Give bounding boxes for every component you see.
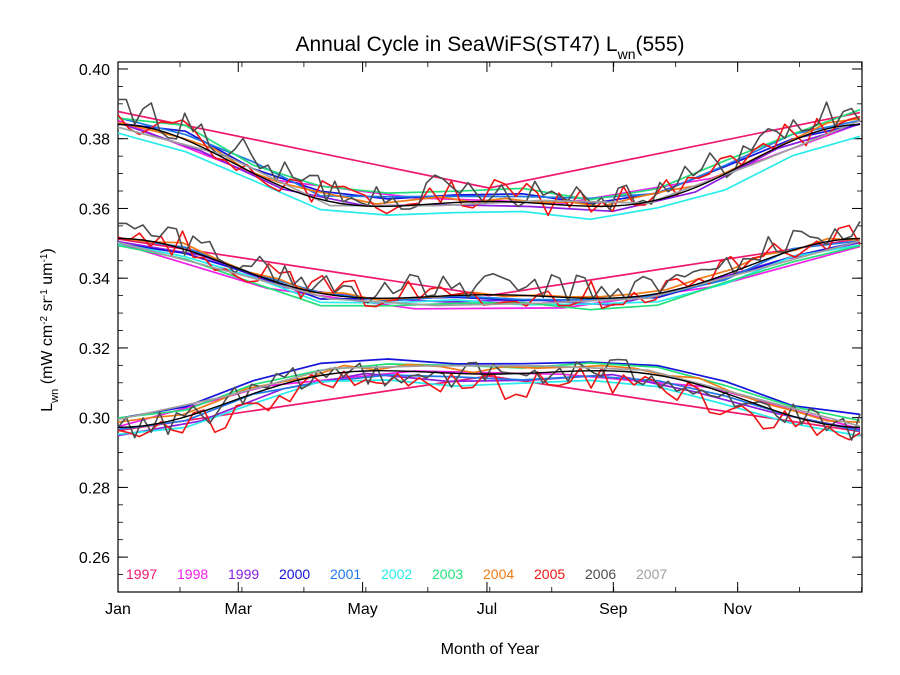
chart-title: Annual Cycle in SeaWiFS(ST47) Lwn(555) [295,33,684,62]
legend-item-2001: 2001 [330,566,361,582]
x-tick-label: May [347,601,377,618]
y-tick-label: 0.26 [79,550,110,567]
y-tick-label: 0.40 [79,62,110,79]
x-tick-label: Nov [723,601,751,618]
plot-frame [117,61,863,593]
y-tick-label: 0.30 [79,411,110,428]
x-axis: Jan Mar May Jul Sep Nov [105,62,862,618]
series-line-1997-middle [117,237,861,297]
legend-item-1997: 1997 [126,566,157,582]
series-line-2006-lower [117,358,861,441]
series-line-2002-lower [117,379,861,437]
series-line-2007-middle [117,240,861,307]
series-line-2005-lower [117,367,861,441]
series-line-2002-upper [117,132,861,221]
series-line-1999-lower [117,372,861,437]
x-tick-label: Sep [599,601,628,618]
climatology-line-upper [117,123,861,208]
y-tick-label: 0.36 [79,201,110,218]
series-line-2006-upper [117,98,861,211]
x-tick-label: Jan [105,601,131,618]
x-axis-label: Month of Year [441,641,540,658]
x-tick-label: Jul [477,601,497,618]
series-line-2007-upper [117,120,861,207]
climatology-line-middle [117,237,861,300]
y-tick-label: 0.28 [79,480,110,497]
legend-item-2005: 2005 [534,566,565,582]
legend: 1997 1998 1999 2000 2001 2002 2003 2004 2005 2006… [126,566,667,582]
legend-item-1998: 1998 [177,566,208,582]
series-line-2007-lower [117,364,861,428]
legend-item-2003: 2003 [432,566,463,582]
climatology-line-lower [117,369,861,429]
series-line-2000-lower [117,358,861,420]
y-axis: 0.26 0.28 0.30 0.32 0.34 0.36 0.38 0.40 [79,62,862,593]
legend-item-2000: 2000 [279,566,310,582]
series-layer [117,98,861,441]
y-tick-label: 0.32 [79,341,110,358]
series-line-1997-upper [117,110,861,189]
y-tick-label: 0.34 [79,271,110,288]
y-tick-label: 0.38 [79,132,110,149]
plot-area-border [117,61,863,593]
legend-item-2002: 2002 [381,566,412,582]
series-line-2006-middle [117,221,861,304]
legend-item-2007: 2007 [636,566,667,582]
y-axis-label: Lwn (mW cm-2 sr-1 um-1) [39,248,62,411]
legend-item-2004: 2004 [483,566,514,582]
series-line-2000-upper [117,122,861,205]
legend-item-2006: 2006 [585,566,616,582]
legend-item-1999: 1999 [228,566,259,582]
series-line-2001-lower [117,374,861,432]
series-line-1997-lower [117,375,861,433]
x-tick-label: Mar [224,601,252,618]
